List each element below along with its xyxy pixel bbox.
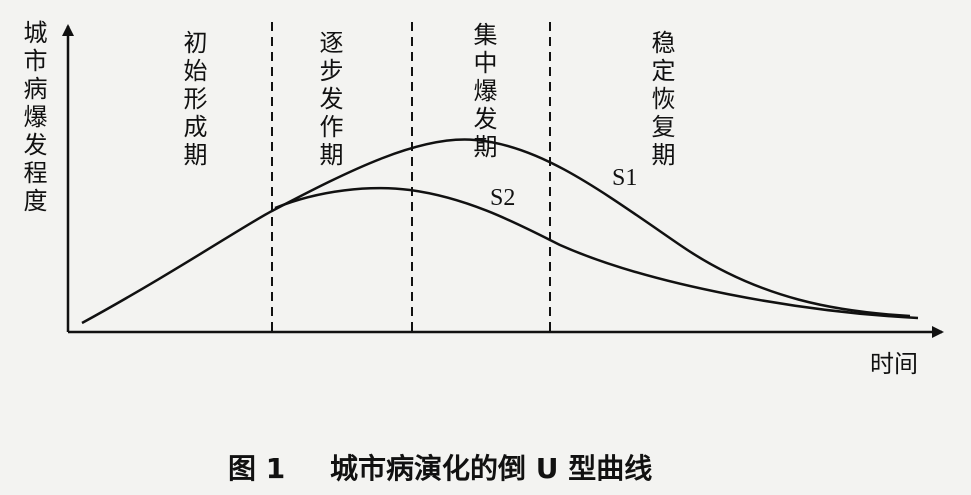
curve-label: S1 xyxy=(612,165,637,191)
phase-dividers xyxy=(271,22,551,332)
curve-label: S2 xyxy=(490,185,515,211)
x-axis-label: 时间 xyxy=(870,351,918,378)
phase-label: 稳定恢复期 xyxy=(647,30,675,170)
phase-label: 初始形成期 xyxy=(179,30,207,170)
caption-text: 城市病演化的倒 U 型曲线 xyxy=(330,452,652,485)
phase-label: 逐步发作期 xyxy=(315,30,343,170)
y-axis-label: 城市病爆发程度 xyxy=(19,20,47,216)
curve-s1 xyxy=(81,138,911,325)
phase-label: 集中爆发期 xyxy=(469,22,497,162)
curve-s2 xyxy=(274,186,919,320)
caption-label: 图 1 xyxy=(228,452,285,485)
